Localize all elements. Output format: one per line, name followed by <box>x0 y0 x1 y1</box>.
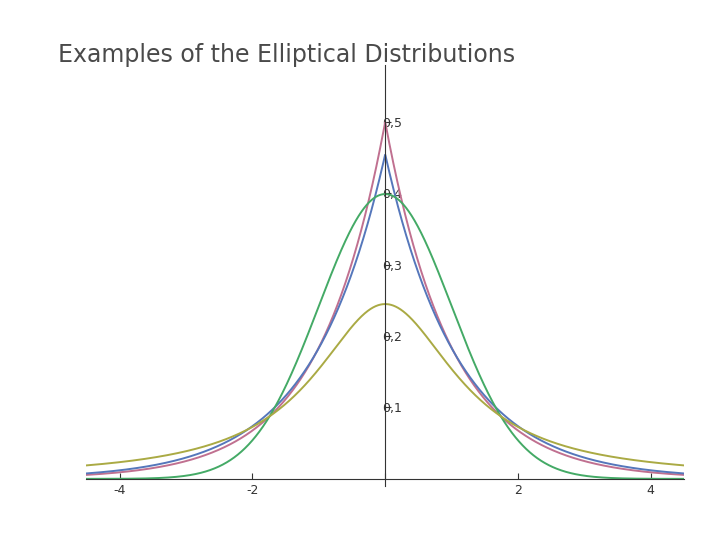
Text: Examples of the Elliptical Distributions: Examples of the Elliptical Distributions <box>58 43 515 67</box>
